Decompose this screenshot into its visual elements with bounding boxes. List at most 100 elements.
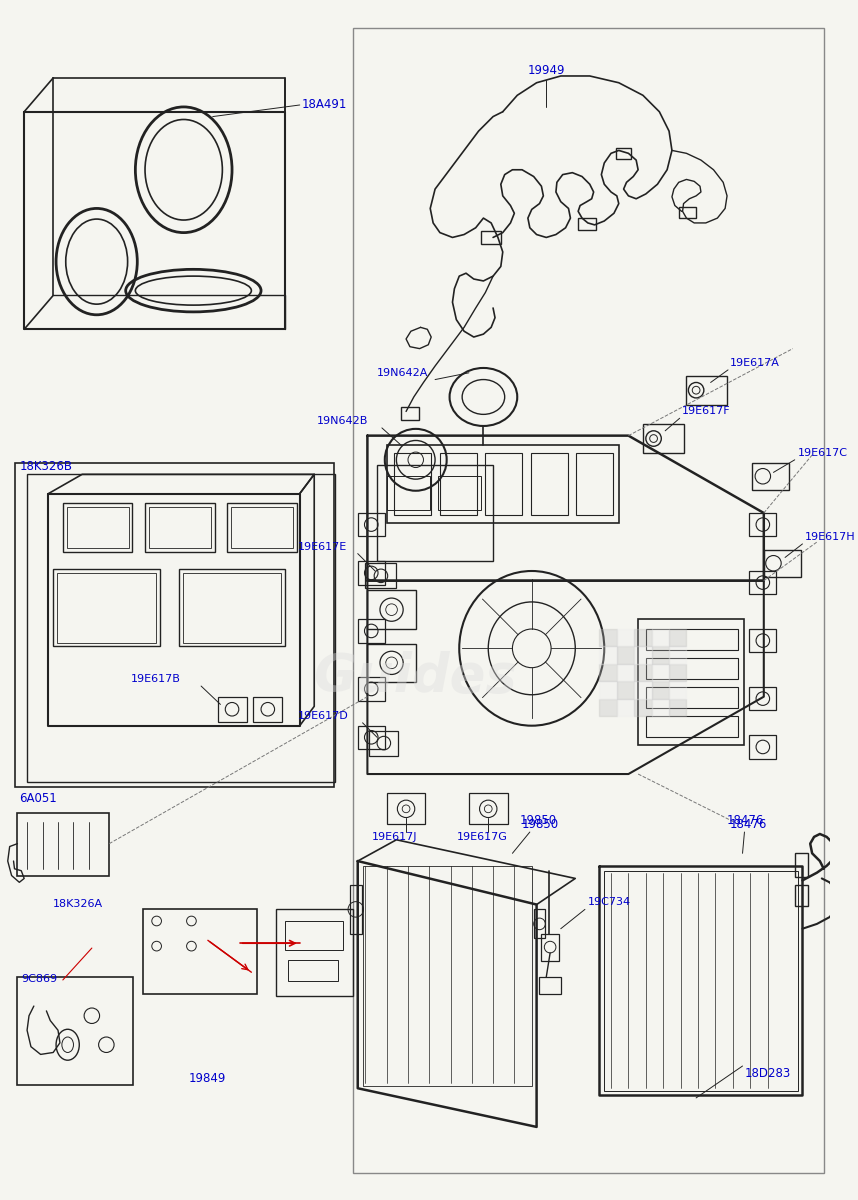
Bar bbox=[634, 698, 651, 716]
Text: 19E617J: 19E617J bbox=[372, 832, 418, 842]
Bar bbox=[669, 698, 686, 716]
Text: 19C734: 19C734 bbox=[588, 896, 631, 907]
Bar bbox=[600, 682, 617, 698]
Bar bbox=[634, 682, 651, 698]
Bar bbox=[749, 571, 776, 594]
Bar bbox=[366, 563, 396, 588]
Bar bbox=[387, 476, 430, 510]
Bar bbox=[795, 853, 808, 877]
Bar bbox=[183, 572, 281, 642]
Bar bbox=[686, 376, 727, 404]
Bar bbox=[600, 664, 617, 682]
Bar bbox=[669, 682, 686, 698]
Bar bbox=[577, 454, 613, 515]
Bar bbox=[288, 960, 338, 980]
Bar bbox=[541, 934, 559, 961]
Bar bbox=[350, 886, 361, 934]
Text: 18K326A: 18K326A bbox=[53, 899, 103, 908]
Bar bbox=[651, 647, 669, 664]
Bar bbox=[363, 866, 532, 1086]
Bar bbox=[178, 569, 285, 647]
Bar bbox=[749, 736, 776, 758]
Bar bbox=[358, 619, 384, 642]
Text: 19850: 19850 bbox=[520, 814, 558, 827]
Bar bbox=[387, 445, 619, 523]
Bar bbox=[149, 508, 211, 547]
Bar bbox=[638, 619, 745, 745]
Bar bbox=[358, 726, 384, 749]
Bar bbox=[617, 664, 634, 682]
Bar bbox=[578, 218, 595, 229]
Bar bbox=[634, 629, 651, 647]
Bar bbox=[275, 910, 353, 996]
Text: 19850: 19850 bbox=[522, 818, 559, 830]
Bar bbox=[617, 682, 634, 698]
Bar bbox=[651, 629, 669, 647]
Bar bbox=[57, 572, 155, 642]
Bar bbox=[358, 512, 384, 536]
Bar bbox=[353, 28, 824, 1174]
Bar bbox=[651, 664, 669, 682]
Bar bbox=[669, 629, 686, 647]
Bar bbox=[145, 503, 214, 552]
Bar bbox=[367, 590, 416, 629]
Bar bbox=[617, 629, 634, 647]
Bar bbox=[63, 503, 132, 552]
Bar bbox=[367, 643, 416, 682]
Bar bbox=[651, 698, 669, 716]
Bar bbox=[617, 647, 634, 664]
Bar bbox=[231, 508, 293, 547]
Bar bbox=[27, 474, 335, 781]
Text: 6A051: 6A051 bbox=[20, 792, 57, 805]
Text: 19E617F: 19E617F bbox=[681, 407, 730, 416]
Bar bbox=[749, 629, 776, 653]
Text: 19E617G: 19E617G bbox=[456, 832, 507, 842]
Text: 19E617H: 19E617H bbox=[805, 532, 855, 542]
Bar bbox=[646, 716, 738, 737]
Text: 19E617D: 19E617D bbox=[298, 712, 348, 721]
Bar bbox=[531, 454, 567, 515]
Text: Guides: Guides bbox=[313, 652, 517, 703]
Bar bbox=[634, 647, 651, 664]
Bar bbox=[669, 664, 686, 682]
Bar bbox=[440, 454, 477, 515]
Text: 19949: 19949 bbox=[528, 64, 565, 77]
Bar bbox=[600, 629, 617, 647]
Bar bbox=[752, 463, 789, 490]
Bar bbox=[646, 629, 738, 650]
Bar bbox=[143, 910, 257, 995]
Bar bbox=[17, 812, 109, 876]
Text: 18K326B: 18K326B bbox=[20, 460, 72, 473]
Text: 19N642B: 19N642B bbox=[317, 416, 368, 426]
Bar bbox=[669, 647, 686, 664]
Bar bbox=[358, 677, 384, 701]
Bar bbox=[369, 731, 398, 756]
Bar bbox=[540, 977, 561, 995]
Bar bbox=[358, 562, 384, 584]
Bar bbox=[646, 688, 738, 708]
Text: 19E617B: 19E617B bbox=[130, 674, 180, 684]
Bar bbox=[218, 697, 246, 722]
Bar bbox=[617, 698, 634, 716]
Bar bbox=[53, 569, 160, 647]
Bar bbox=[377, 464, 493, 562]
Bar bbox=[438, 476, 481, 510]
Bar bbox=[600, 698, 617, 716]
Bar bbox=[643, 424, 684, 454]
Bar bbox=[795, 886, 808, 906]
Bar bbox=[227, 503, 297, 552]
Bar bbox=[481, 230, 501, 245]
Text: 18A491: 18A491 bbox=[302, 98, 347, 112]
Bar bbox=[646, 658, 738, 679]
Bar bbox=[651, 682, 669, 698]
Bar bbox=[15, 463, 334, 786]
Bar bbox=[679, 206, 696, 218]
Bar bbox=[486, 454, 522, 515]
Bar bbox=[749, 688, 776, 710]
Bar bbox=[534, 910, 546, 938]
Text: 18D283: 18D283 bbox=[745, 1067, 791, 1080]
Text: 19849: 19849 bbox=[189, 1072, 226, 1085]
Bar bbox=[285, 920, 343, 950]
Bar bbox=[395, 454, 432, 515]
Bar bbox=[469, 793, 508, 824]
